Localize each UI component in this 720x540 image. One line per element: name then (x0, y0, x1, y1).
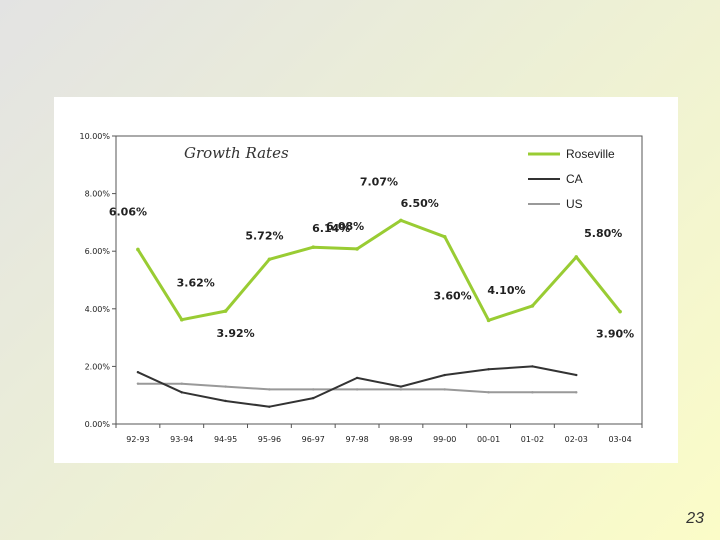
x-tick-label: 03-04 (608, 435, 631, 444)
series-line-us (136, 382, 578, 394)
data-label: 7.07% (360, 175, 398, 188)
x-tick-label: 98-99 (389, 435, 412, 444)
data-label: 5.80% (584, 227, 622, 240)
data-point-ca (399, 385, 403, 388)
data-point-roseville (223, 309, 228, 313)
data-point-ca (224, 399, 227, 403)
series-line-roseville (136, 218, 622, 322)
data-label: 6.06% (109, 205, 147, 218)
data-point-us (268, 388, 271, 391)
x-tick-label: 01-02 (521, 435, 544, 444)
y-tick-label: 0.00% (85, 420, 111, 429)
data-point-us (399, 388, 403, 391)
x-tick-label: 94-95 (214, 435, 237, 444)
data-point-roseville (442, 235, 447, 239)
data-point-us (443, 388, 446, 391)
legend-label-us: US (566, 197, 583, 211)
data-point-roseville (399, 218, 403, 223)
x-tick-label: 02-03 (565, 435, 588, 444)
data-point-ca (355, 376, 359, 380)
data-label: 5.72% (245, 229, 283, 242)
data-point-us (355, 388, 359, 391)
data-label: 6.14% (312, 222, 350, 235)
x-tick-label: 99-00 (433, 435, 456, 444)
y-tick-label: 6.00% (85, 247, 111, 256)
chart-title: Growth Rates (184, 144, 289, 162)
data-point-ca (487, 368, 490, 371)
x-tick-label: 97-98 (345, 435, 368, 444)
chart-panel: 0.00% 2.00% 4.00% 6.00% 8.00% 10.00% 92-93 93-9… (54, 97, 678, 463)
x-tick-label: 96-97 (302, 435, 325, 444)
y-tick-label: 4.00% (85, 305, 111, 314)
data-label: 6.08% (326, 220, 364, 233)
data-label: 3.92% (216, 327, 254, 340)
x-tick-label: 92-93 (126, 435, 149, 444)
growth-rates-chart: 0.00% 2.00% 4.00% 6.00% 8.00% 10.00% 92-93 93-9… (79, 132, 643, 444)
data-point-ca (575, 373, 578, 377)
y-tick-label: 8.00% (85, 190, 111, 199)
data-point-us (180, 382, 183, 385)
data-point-ca (531, 365, 534, 368)
x-tick-label: 00-01 (477, 435, 500, 444)
data-point-us (312, 388, 315, 391)
data-point-roseville (267, 257, 272, 262)
data-point-us (487, 391, 490, 394)
series-line-ca (136, 365, 578, 408)
data-label: 3.60% (433, 289, 471, 302)
legend-label-roseville: Roseville (566, 147, 615, 161)
data-point-roseville (618, 309, 622, 314)
data-point-roseville (530, 304, 535, 308)
data-point-roseville (136, 247, 140, 252)
data-point-us (136, 382, 140, 385)
y-tick-label: 2.00% (85, 362, 111, 371)
x-tick-label: 95-96 (258, 435, 281, 444)
data-point-us (224, 385, 227, 388)
data-point-ca (443, 373, 446, 377)
data-point-ca (312, 396, 315, 400)
data-point-roseville (179, 317, 184, 322)
y-tick-label: 10.00% (79, 132, 110, 141)
data-label: 3.90% (596, 328, 634, 341)
data-label: 3.62% (177, 277, 215, 290)
data-point-us (575, 391, 578, 394)
data-label: 6.50% (401, 197, 439, 210)
data-point-us (531, 391, 534, 394)
legend-label-ca: CA (566, 172, 583, 186)
data-point-ca (180, 391, 183, 394)
x-tick-label: 93-94 (170, 435, 193, 444)
data-point-roseville (574, 255, 579, 259)
data-point-ca (268, 405, 271, 408)
data-point-roseville (486, 318, 491, 323)
data-point-roseville (311, 245, 316, 249)
data-label: 4.10% (487, 284, 525, 297)
data-point-ca (136, 370, 140, 374)
data-point-roseville (355, 247, 359, 251)
slide-number: 23 (686, 510, 704, 527)
